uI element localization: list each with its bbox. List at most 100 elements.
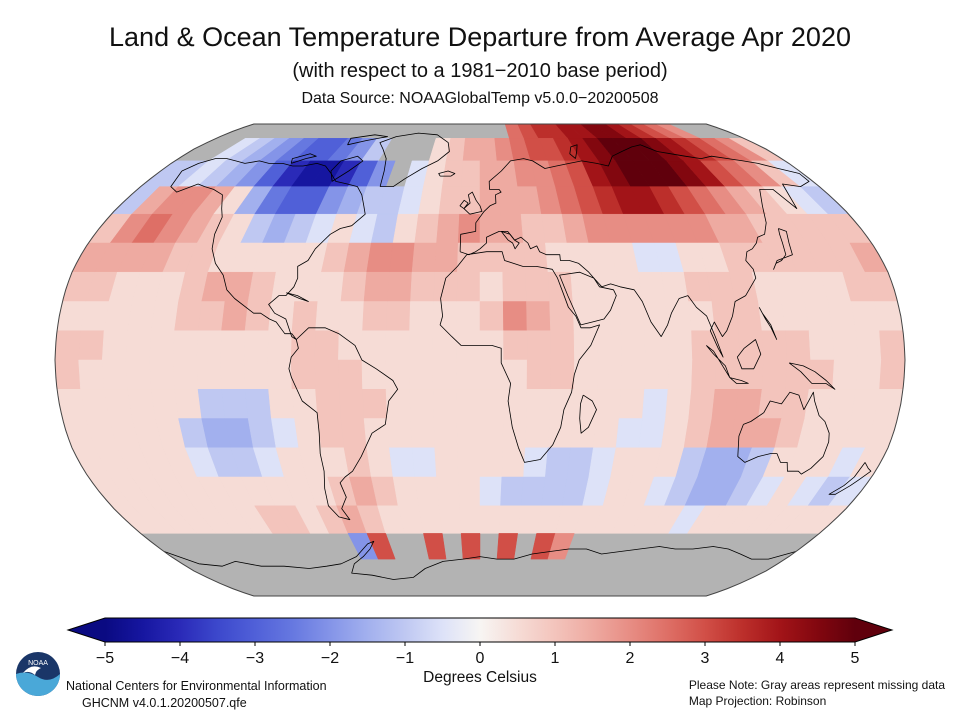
anomaly-cell	[442, 160, 464, 187]
anomaly-cell	[386, 271, 413, 302]
anomaly-cell	[456, 301, 481, 331]
anomaly-cell	[479, 389, 504, 419]
anomaly-cell	[479, 359, 504, 390]
anomaly-cell	[573, 330, 599, 361]
anomaly-cell	[456, 389, 481, 419]
anomaly-cell	[315, 301, 342, 331]
anomaly-cell	[496, 533, 518, 560]
anomaly-cell	[665, 301, 692, 331]
coastline-path	[500, 231, 520, 250]
anomaly-cell	[479, 505, 501, 534]
anomaly-cell	[174, 389, 202, 419]
colorbar-units-label: Degrees Celsius	[423, 669, 537, 686]
anomaly-cell	[414, 476, 440, 507]
anomaly-cell	[197, 389, 226, 419]
anomaly-cell	[593, 271, 620, 302]
anomaly-cell	[460, 533, 481, 560]
anomaly-cell	[411, 242, 437, 273]
anomaly-cell	[410, 418, 435, 449]
anomaly-cell	[410, 271, 435, 302]
anomaly-cell	[550, 359, 575, 390]
coastline-path	[459, 199, 469, 209]
colorbar-tick-label: 0	[476, 650, 485, 667]
anomaly-cell	[432, 359, 457, 390]
coastline-path	[736, 339, 762, 370]
coastline-path	[569, 144, 578, 159]
anomaly-cell	[196, 359, 222, 390]
anomaly-cells	[55, 124, 905, 560]
anomaly-cell	[549, 301, 575, 331]
anomaly-cell	[220, 359, 246, 390]
coastline-path	[170, 158, 366, 340]
colorbar: −5 −4 −3 −2 −1 0 1 2 3 4 5	[66, 617, 894, 667]
anomaly-cell	[423, 533, 447, 560]
anomaly-cell	[366, 533, 396, 560]
anomaly-cell	[545, 447, 571, 478]
anomaly-cell	[294, 271, 322, 302]
colorbar-tick-label: −4	[171, 650, 189, 667]
anomaly-cell	[691, 359, 717, 390]
anomaly-cell	[314, 359, 340, 390]
anomaly-cell	[340, 418, 367, 449]
coastline-path	[459, 144, 810, 358]
anomaly-cell	[436, 213, 460, 244]
anomaly-cell	[456, 271, 481, 302]
anomaly-cell	[549, 389, 575, 419]
anomaly-cell	[385, 389, 411, 419]
anomaly-cell	[498, 186, 522, 215]
anomaly-cell	[520, 476, 546, 507]
anomaly-cell	[221, 389, 249, 419]
anomaly-cell	[220, 330, 246, 361]
anomaly-cell	[615, 418, 643, 449]
anomaly-cell	[150, 301, 179, 331]
anomaly-cell	[456, 359, 481, 390]
anomaly-cell	[414, 213, 440, 244]
coastline-path	[579, 394, 597, 434]
noaa-logo-text: NOAA	[28, 660, 48, 667]
anomaly-cell	[781, 301, 810, 331]
anomaly-cell	[457, 476, 481, 507]
anomaly-cell	[409, 301, 434, 331]
coastline-path	[737, 391, 830, 475]
anomaly-cell	[688, 389, 716, 419]
anomaly-cell	[502, 271, 527, 302]
anomaly-cell	[78, 330, 105, 361]
colorbar-tick-label: 4	[776, 650, 785, 667]
world-map	[54, 123, 906, 597]
coastline-path	[286, 292, 309, 302]
anomaly-cell	[738, 359, 764, 390]
anomaly-cell	[340, 271, 367, 302]
anomaly-cell	[526, 389, 551, 419]
anomaly-cell	[196, 330, 222, 361]
anomaly-cell	[436, 476, 460, 507]
anomaly-cell	[547, 533, 575, 560]
anomaly-cell	[294, 418, 322, 449]
anomaly-cell	[547, 418, 574, 449]
anomaly-cell	[362, 389, 388, 419]
anomaly-cell	[832, 330, 859, 361]
coastline-path	[758, 307, 778, 340]
anomaly-cell	[317, 271, 345, 302]
anomaly-cell	[761, 359, 788, 390]
anomaly-cell	[361, 359, 387, 390]
anomaly-cell	[456, 418, 481, 449]
coastline-path	[163, 540, 797, 580]
anomaly-cell	[271, 418, 299, 449]
anomaly-cell	[268, 389, 295, 419]
anomaly-cell	[595, 389, 622, 419]
anomaly-cell	[317, 418, 345, 449]
anomaly-cell	[479, 186, 501, 215]
colorbar-tick-label: 3	[701, 650, 710, 667]
anomaly-cell	[758, 301, 786, 331]
anomaly-cell	[526, 301, 551, 331]
anomaly-cell	[479, 418, 504, 449]
anomaly-cell	[808, 330, 835, 361]
noaa-logo: NOAA	[16, 652, 60, 696]
coastline-path	[347, 134, 388, 146]
coastline-path	[438, 170, 456, 177]
anomaly-cell	[408, 330, 434, 361]
anomaly-cell	[526, 330, 552, 361]
data-source: Data Source: NOAAGlobalTemp v5.0.0−20200…	[301, 90, 659, 107]
anomaly-cell	[667, 330, 693, 361]
